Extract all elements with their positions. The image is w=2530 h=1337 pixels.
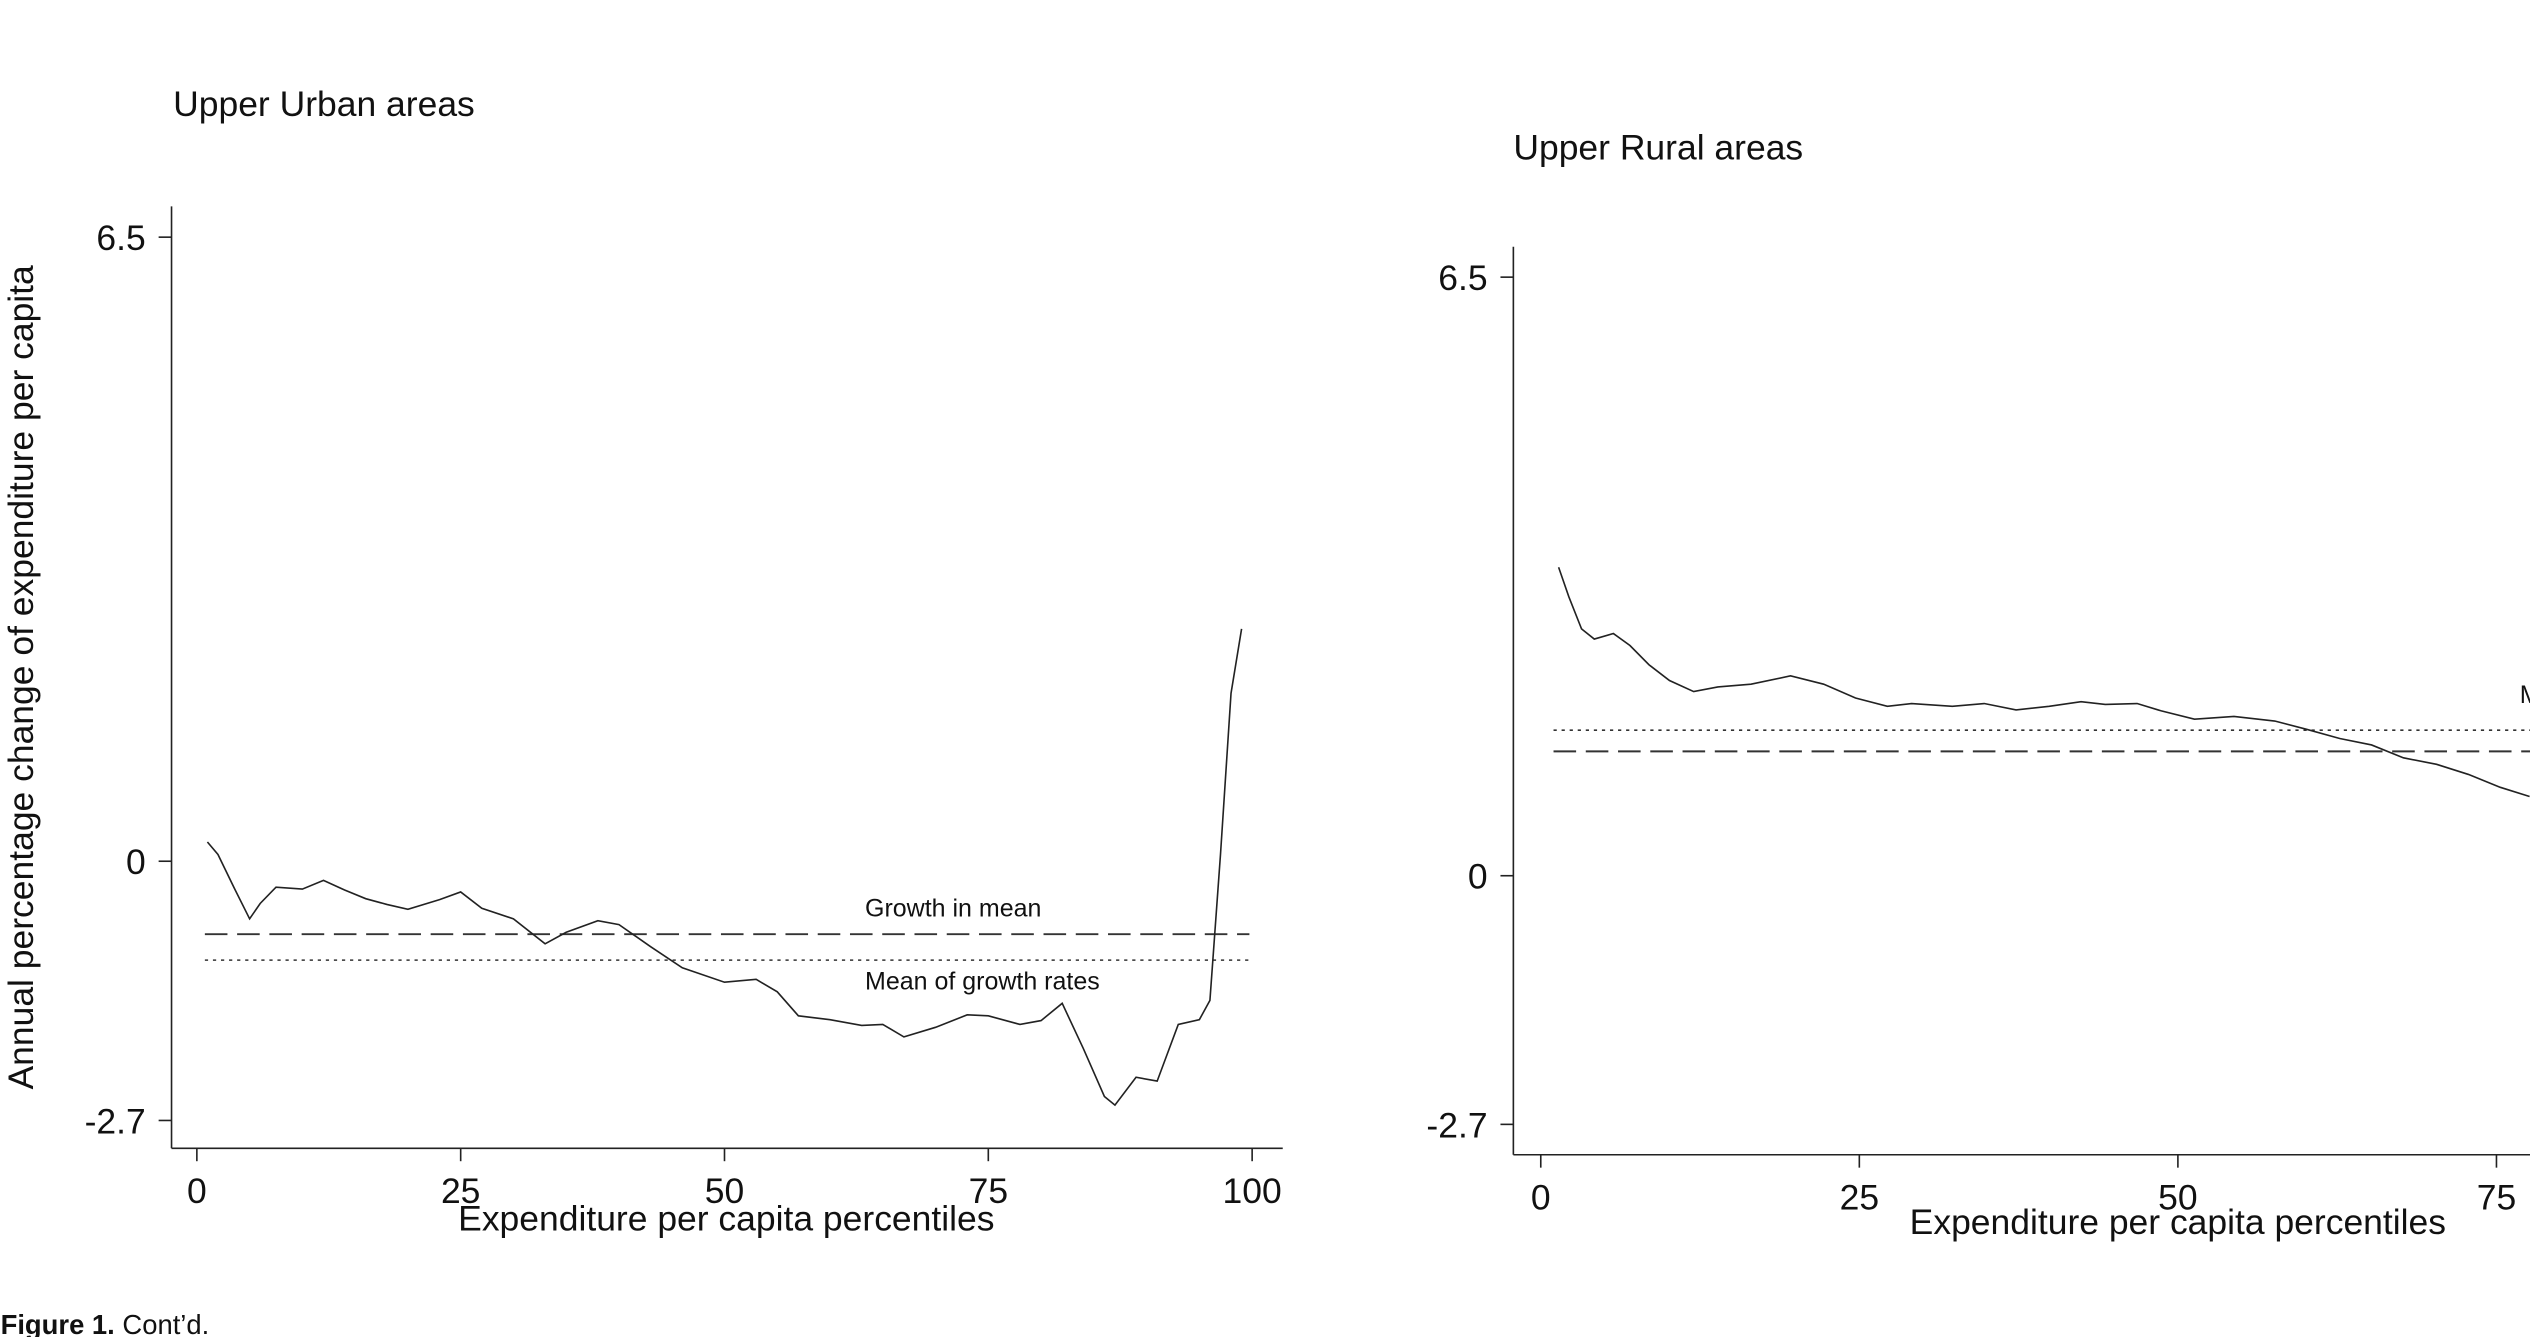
y-tick-label: -2.7: [85, 1101, 146, 1141]
y-tick-label: -2.7: [1426, 1105, 1487, 1145]
x-tick-label: 25: [1840, 1178, 1879, 1218]
y-tick-label: 0: [1468, 857, 1488, 897]
reference-label: Mean of growth rates: [865, 967, 1100, 995]
y-tick-label: 0: [126, 842, 146, 882]
y-tick-label: 6.5: [1438, 258, 1487, 298]
y-axis-label: Annual percentage change of expenditure …: [1, 265, 41, 1090]
data-line: [1557, 566, 2530, 798]
reference-label: Growth in mean: [865, 895, 1041, 923]
chart-title: Upper Urban areas: [173, 84, 475, 124]
caption-label: Figure 1.: [1, 1309, 115, 1337]
x-tick-label: 0: [187, 1171, 207, 1211]
caption: Figure 1. Cont’d.: [1, 1309, 210, 1337]
caption-text: Cont’d.: [122, 1309, 209, 1337]
x-axis-label: Expenditure per capita percentiles: [1910, 1202, 2446, 1242]
x-tick-label: 25: [441, 1171, 480, 1211]
plot: Upper Rural areas 6.5 0 -2.7 0 25 50 75 Expendit…: [1426, 128, 2530, 1242]
x-tick-label: 0: [1531, 1178, 1551, 1218]
x-tick-label: 50: [705, 1171, 744, 1211]
chart-title: Upper Rural areas: [1513, 128, 1803, 168]
data-line: [206, 628, 1243, 1107]
reference-label: M: [2520, 681, 2530, 709]
x-tick-label: 100: [1223, 1171, 1282, 1211]
x-tick-label: 75: [969, 1171, 1008, 1211]
x-axis-label: Expenditure per capita percentiles: [458, 1199, 994, 1239]
plot: Upper Urban areas 6.5 0 -2.7 0 25 50 75 100 Expen…: [1, 84, 1283, 1239]
x-tick-label: 50: [2158, 1178, 2197, 1218]
x-tick-label: 75: [2477, 1178, 2516, 1218]
y-tick-label: 6.5: [96, 218, 145, 258]
